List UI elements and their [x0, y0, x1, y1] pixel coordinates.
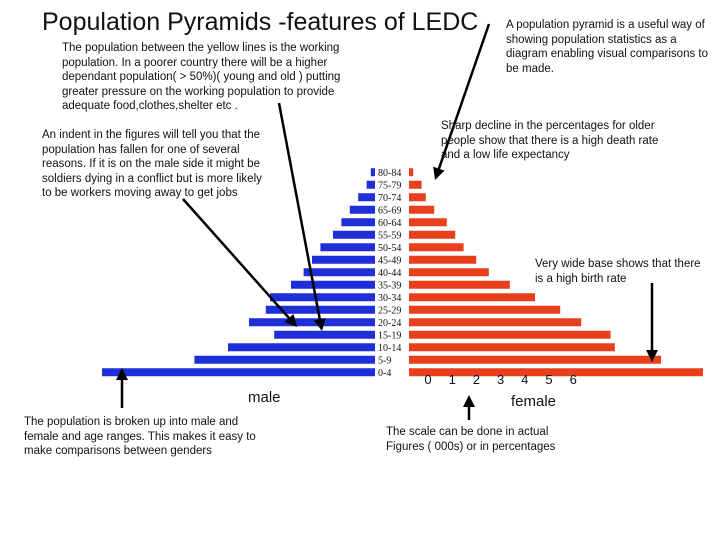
age-label: 10-14 [378, 343, 401, 354]
bar-male-60-64 [341, 218, 375, 227]
note-scale: The scale can be done in actual Figures … [386, 426, 556, 453]
bar-male-80-84 [370, 168, 375, 177]
bar-female-10-14 [409, 343, 615, 352]
note-genders: The population is broken up into male an… [24, 416, 256, 457]
bar-female-35-39 [409, 280, 510, 289]
bar-male-75-79 [366, 180, 375, 189]
bar-male-55-59 [333, 230, 375, 239]
bar-male-65-69 [349, 205, 375, 214]
note-wide-base: Very wide base shows that there is a hig… [535, 258, 701, 285]
x-tick-label: 6 [570, 372, 577, 387]
bar-male-5-9 [194, 355, 375, 364]
bar-male-30-34 [270, 293, 375, 302]
arrow-scale [463, 395, 475, 420]
arrows [116, 23, 658, 420]
female-label: female [511, 393, 557, 410]
x-tick-label: 1 [449, 372, 456, 387]
x-tick-label: 4 [521, 372, 528, 387]
bar-female-0-4 [409, 368, 703, 377]
x-axis-ticks: 0 1 2 3 4 5 6 [424, 372, 576, 387]
age-label-panel [375, 166, 409, 368]
age-label: 70-74 [378, 193, 401, 204]
x-tick-label: 5 [545, 372, 552, 387]
age-label: 50-54 [378, 243, 401, 254]
age-label: 55-59 [378, 231, 401, 242]
female-bars [409, 168, 703, 377]
x-tick-label: 2 [473, 372, 480, 387]
bar-female-50-54 [409, 243, 464, 252]
bar-male-70-74 [358, 193, 375, 202]
bar-female-65-69 [409, 205, 435, 214]
bar-female-45-49 [409, 255, 477, 264]
bar-female-70-74 [409, 193, 426, 202]
male-label: male [248, 389, 281, 406]
bar-female-30-34 [409, 293, 535, 302]
x-tick-label: 0 [424, 372, 431, 387]
age-label: 0-4 [378, 368, 391, 379]
bar-female-20-24 [409, 318, 582, 327]
bar-female-25-29 [409, 305, 561, 314]
age-label: 20-24 [378, 318, 401, 329]
age-label: 45-49 [378, 256, 401, 267]
page-title: Population Pyramids -features of LEDC [42, 8, 479, 36]
age-label: 35-39 [378, 281, 401, 292]
bar-female-40-44 [409, 268, 489, 277]
bar-male-45-49 [312, 255, 375, 264]
bar-male-40-44 [303, 268, 375, 277]
age-label: 25-29 [378, 306, 401, 317]
x-tick-label: 3 [497, 372, 504, 387]
arrow-genders [116, 368, 128, 408]
arrow-intro [433, 23, 491, 180]
bar-male-15-19 [274, 330, 375, 339]
arrow-working-top [277, 102, 326, 331]
age-label: 65-69 [378, 206, 401, 217]
bar-female-5-9 [409, 355, 661, 364]
bar-male-0-4 [102, 368, 375, 377]
age-label: 15-19 [378, 331, 401, 342]
note-intro: A population pyramid is a useful way of … [506, 19, 708, 75]
bar-female-75-79 [409, 180, 422, 189]
arrow-wide-base [646, 283, 658, 362]
bar-male-25-29 [265, 305, 375, 314]
arrow-indent [182, 198, 297, 327]
bar-female-55-59 [409, 230, 456, 239]
age-label: 80-84 [378, 168, 401, 179]
age-label: 75-79 [378, 181, 401, 192]
bar-male-50-54 [320, 243, 375, 252]
note-indent: An indent in the figures will tell you t… [42, 129, 262, 199]
bar-male-20-24 [249, 318, 375, 327]
note-sharp-decline: Sharp decline in the percentages for old… [441, 120, 659, 161]
age-label: 5-9 [378, 356, 391, 367]
age-label: 60-64 [378, 218, 401, 229]
bar-female-15-19 [409, 330, 611, 339]
male-bars [102, 168, 375, 377]
bar-male-35-39 [291, 280, 375, 289]
bar-female-60-64 [409, 218, 447, 227]
bar-female-80-84 [409, 168, 414, 177]
age-label: 40-44 [378, 268, 401, 279]
note-working-population: The population between the yellow lines … [62, 42, 341, 112]
bar-male-10-14 [228, 343, 375, 352]
age-label: 30-34 [378, 293, 401, 304]
